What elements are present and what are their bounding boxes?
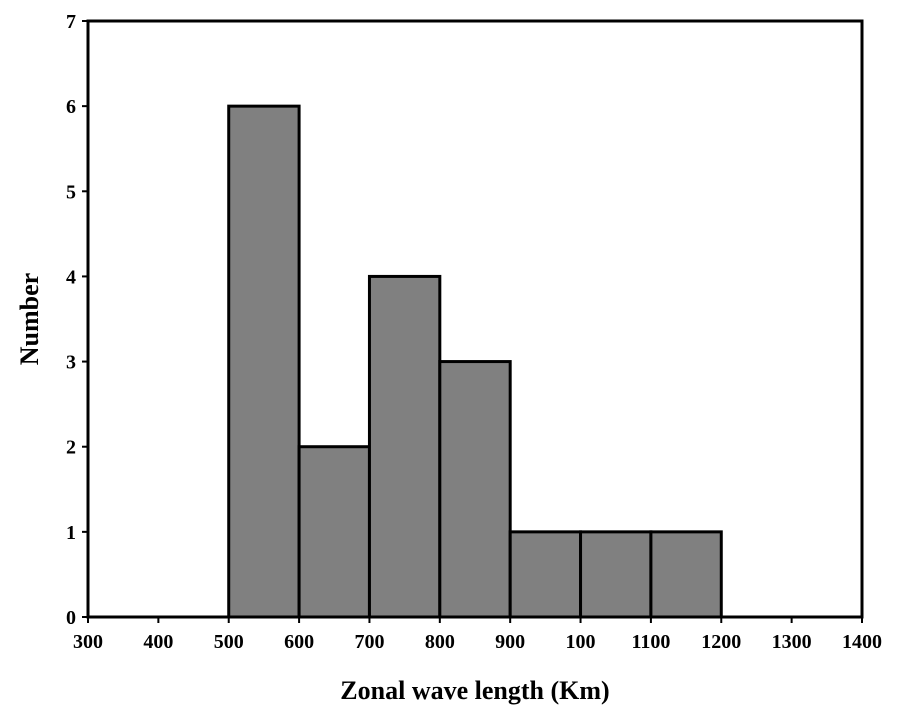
y-tick-label: 2 [66, 437, 76, 459]
y-axis-title: Number [15, 273, 44, 365]
y-tick-label: 3 [66, 352, 76, 374]
y-tick-label: 0 [66, 607, 76, 629]
y-tick-label: 1 [66, 522, 76, 544]
x-axis-title: Zonal wave length (Km) [340, 676, 609, 705]
x-tick-label: 700 [354, 631, 384, 653]
x-tick-label: 600 [284, 631, 314, 653]
histogram-bar-1 [297, 445, 371, 619]
x-tick-label: 1100 [631, 631, 670, 653]
histogram-bar-4 [508, 530, 583, 619]
y-tick-label: 6 [66, 96, 76, 118]
x-tick-label: 1400 [842, 631, 882, 653]
y-tick-label: 5 [66, 181, 76, 203]
y-axis-ticks: 0 1 2 3 4 5 6 7 [66, 11, 88, 629]
y-tick-label: 4 [66, 266, 76, 288]
x-tick-label: 500 [214, 631, 244, 653]
histogram-bar-2 [367, 274, 442, 619]
x-tick-label: 400 [143, 631, 173, 653]
histogram-bar-6 [649, 530, 723, 619]
x-tick-label: 300 [73, 631, 103, 653]
histogram-bar-3 [438, 360, 512, 619]
y-tick-label: 7 [66, 11, 76, 33]
x-tick-label: 100 [566, 631, 596, 653]
plot-frame [86, 19, 864, 619]
x-axis-ticks: 300 400 500 600 700 800 900 100 1100 1200 1300 1400 [73, 617, 882, 653]
histogram-bar-5 [579, 530, 653, 619]
x-tick-label: 1300 [772, 631, 812, 653]
x-tick-label: 1200 [701, 631, 741, 653]
x-tick-label: 800 [425, 631, 455, 653]
histogram-bar-0 [227, 104, 301, 619]
x-tick-label: 900 [495, 631, 525, 653]
bars-group [227, 104, 723, 619]
